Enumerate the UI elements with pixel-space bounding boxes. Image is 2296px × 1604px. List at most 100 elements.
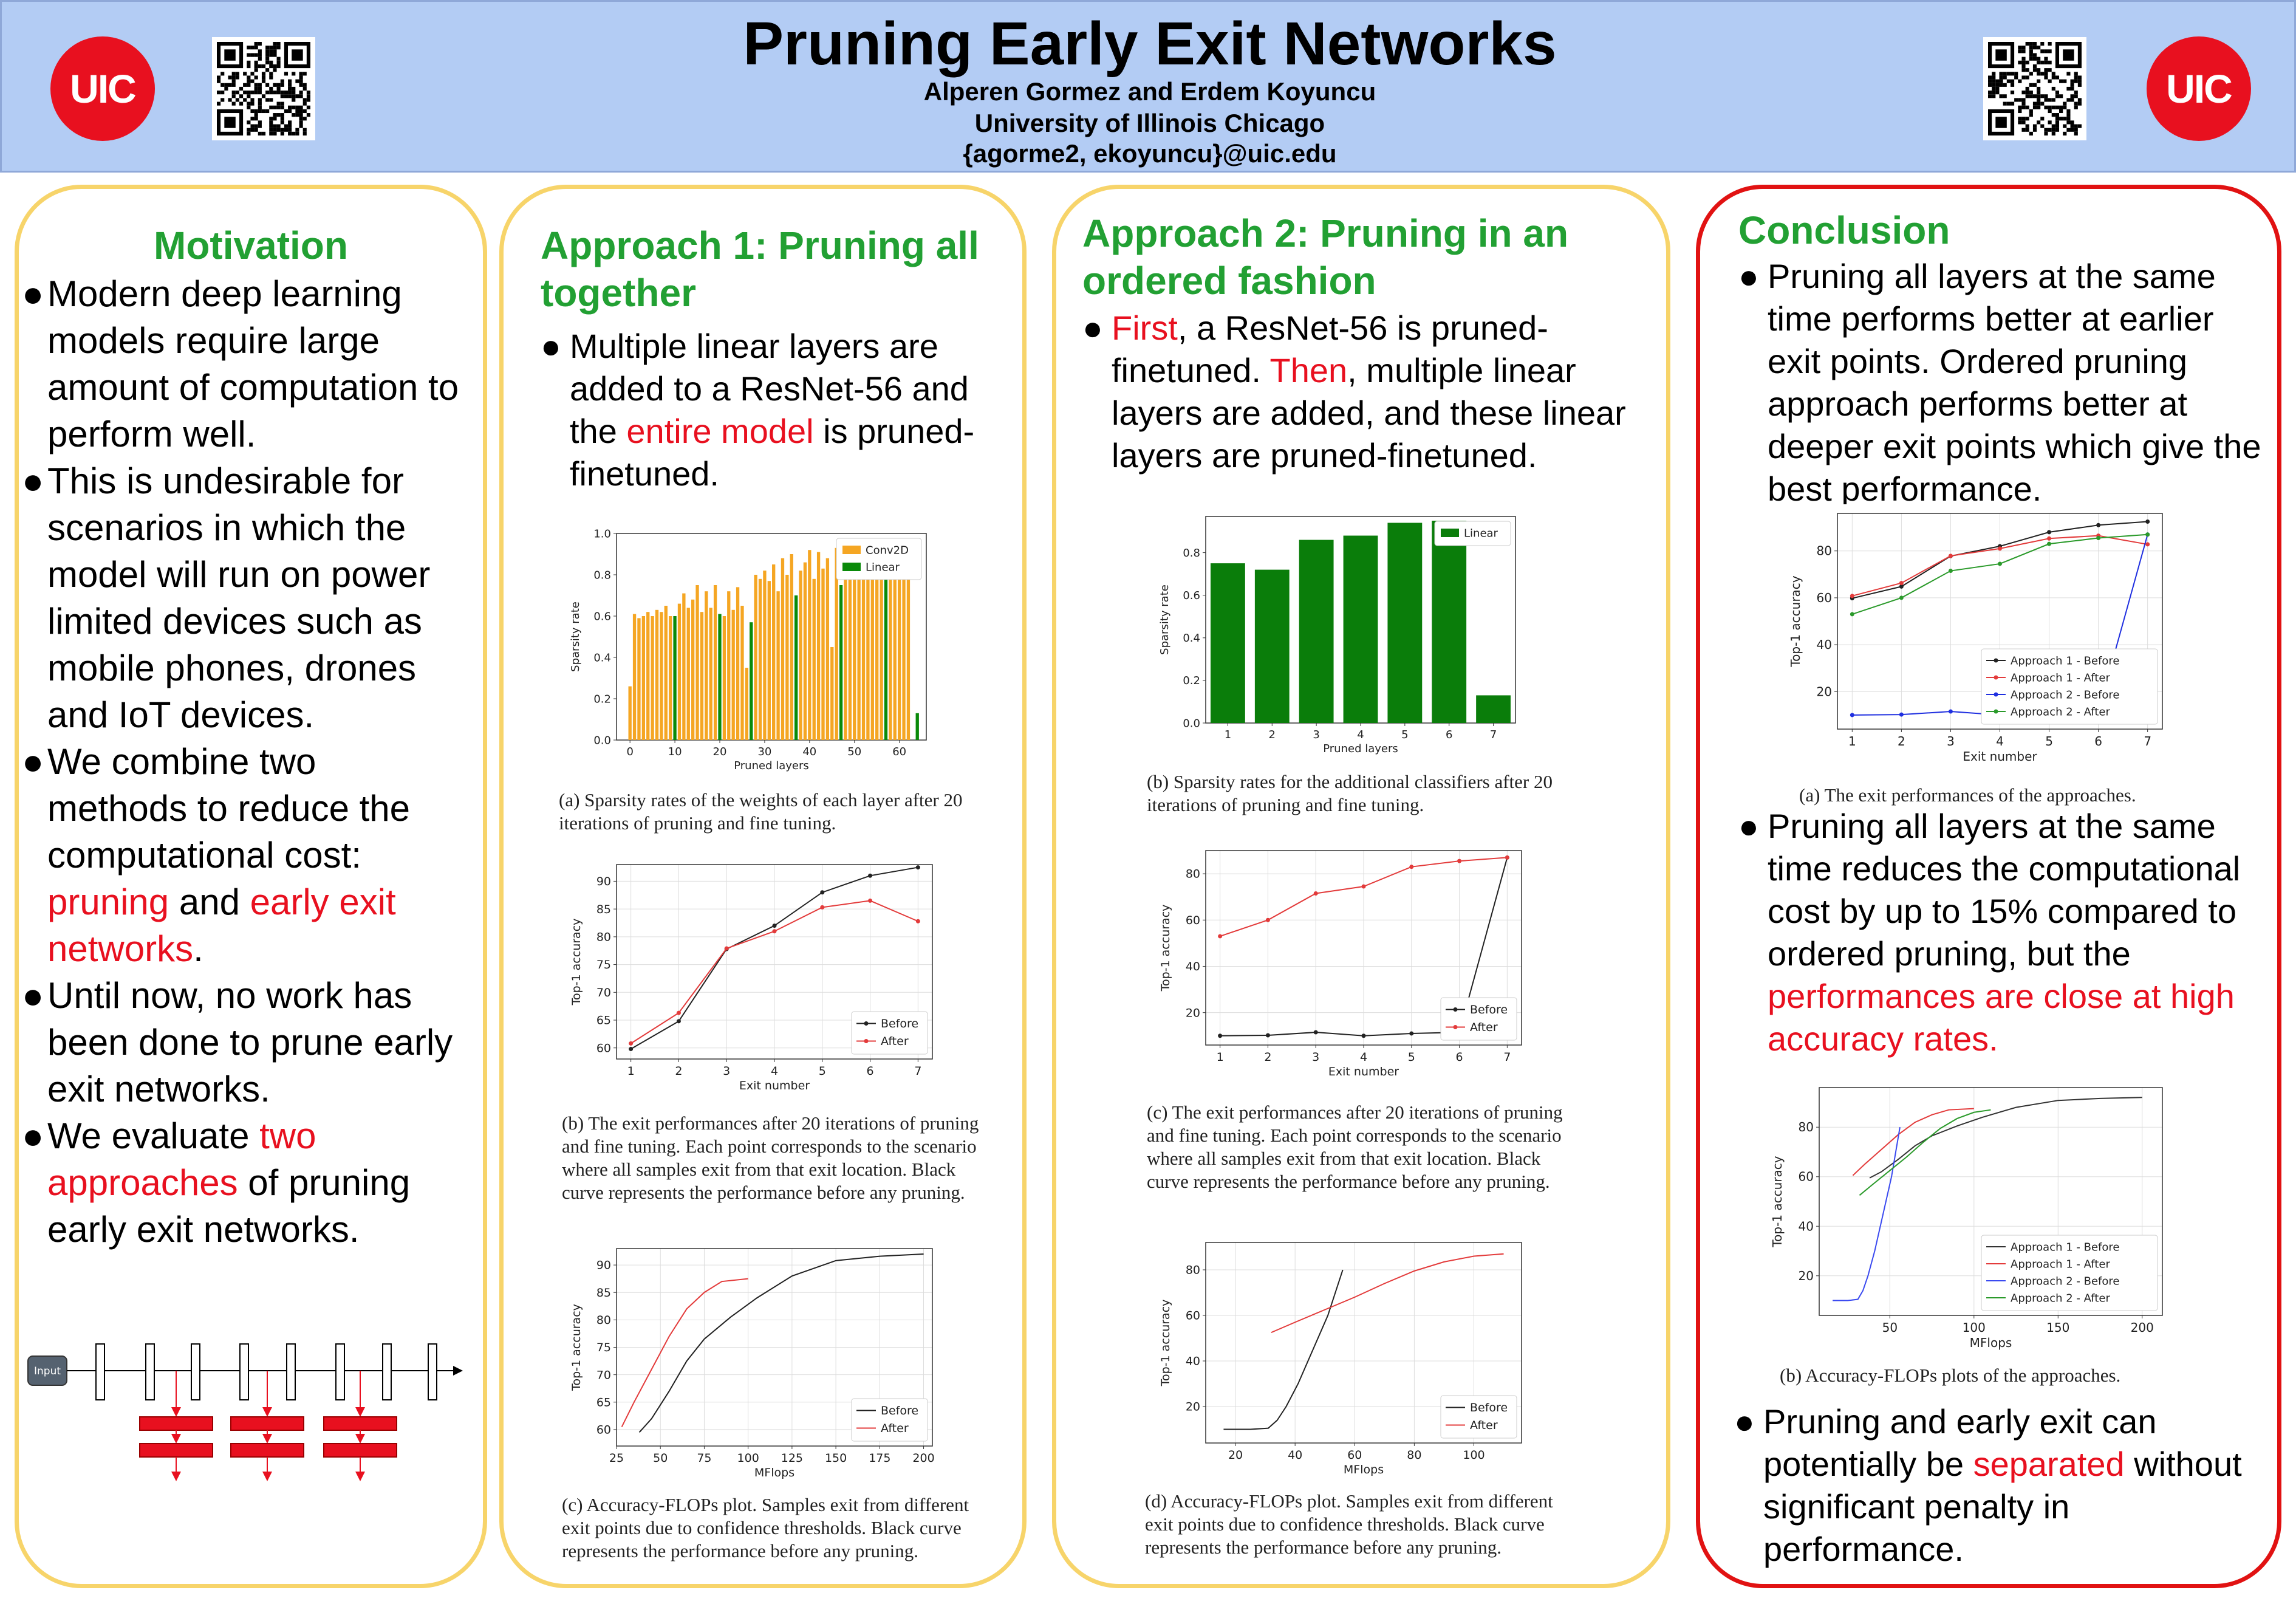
y-tick-label: 40 [1799, 1219, 1814, 1233]
qr-module [2025, 105, 2029, 109]
series-point [1948, 569, 1953, 574]
qr-module [1992, 75, 1996, 80]
x-tick-label: 4 [771, 1064, 778, 1078]
qr-module [2010, 72, 2015, 76]
series-point [1361, 1033, 1366, 1038]
qr-module [288, 109, 292, 114]
x-tick-label: 20 [713, 745, 727, 758]
qr-module [2037, 60, 2041, 64]
bar-conv2d [870, 544, 874, 740]
qr-module [1999, 83, 2003, 87]
qr-module [2066, 117, 2071, 121]
approach2-heading: Approach 2: Pruning in an ordered fashio… [1082, 211, 1569, 303]
legend-swatch [1994, 658, 1998, 663]
diagram-layer-block [95, 1343, 105, 1400]
qr-module [254, 91, 258, 95]
legend-swatch [864, 1039, 869, 1043]
legend-swatch [1453, 1025, 1458, 1029]
qr-module [276, 46, 281, 50]
x-tick-label: 4 [1360, 1050, 1367, 1064]
qr-module [250, 128, 255, 132]
x-tick-label: 4 [1357, 728, 1364, 741]
y-tick-label: 70 [596, 986, 611, 999]
legend-label: After [881, 1422, 909, 1435]
qr-module [2003, 75, 2007, 80]
qr-module [2051, 131, 2055, 135]
bar-conv2d [736, 587, 740, 740]
y-tick-label: 65 [596, 1396, 611, 1409]
series-point [772, 924, 777, 928]
series-point [1998, 561, 2002, 566]
legend-swatch [864, 1021, 869, 1026]
qr-module [2066, 98, 2071, 102]
qr-module [280, 113, 284, 117]
bar-conv2d [669, 616, 672, 740]
qr-module [2077, 124, 2082, 128]
y-tick-label: 60 [1186, 1309, 1200, 1323]
qr-module [2037, 79, 2041, 83]
qr-module [2066, 72, 2071, 76]
affiliation: University of Illinois Chicago [974, 109, 1325, 137]
qr-module [2021, 46, 2026, 50]
x-tick-label: 100 [1963, 1320, 1986, 1335]
qr-module [250, 117, 255, 121]
plot-frame [1819, 1087, 2163, 1316]
motivation-bullet-1: ● Modern deep learning models require lar… [22, 273, 459, 454]
qr-module [2032, 83, 2037, 87]
qr-module [276, 91, 281, 95]
qr-module [2070, 124, 2074, 128]
y-tick-label: 80 [596, 1314, 611, 1327]
bar-linear [718, 614, 722, 740]
qr-module [2018, 49, 2022, 53]
qr-module [2077, 101, 2082, 106]
motivation-bullet-4: ● Until now, no work has been done to pru… [22, 975, 453, 1109]
qr-module [2066, 128, 2071, 132]
bar [1476, 695, 1511, 723]
qr-module [231, 83, 236, 87]
qr-module [247, 53, 251, 57]
qr-module [2029, 94, 2033, 98]
conclusion-heading: Conclusion [1738, 208, 1950, 252]
y-tick-label: 40 [1186, 960, 1200, 973]
emails: {agorme2, ekoyuncu}@uic.edu [963, 139, 1337, 168]
series-point [1409, 1031, 1414, 1036]
series-point [1313, 891, 1318, 896]
qr-module [258, 101, 262, 106]
bar-conv2d [825, 558, 830, 740]
series-point [2047, 536, 2052, 541]
y-tick-label: 0.2 [1183, 674, 1200, 687]
qr-module [276, 86, 281, 91]
qr-code-icon [217, 42, 310, 135]
series-point [915, 919, 920, 924]
x-tick-label: 5 [819, 1064, 826, 1078]
series-point [2096, 536, 2101, 541]
series-line [638, 1253, 924, 1433]
y-tick-label: 90 [596, 875, 611, 888]
qr-module [228, 83, 232, 87]
qr-module [2044, 60, 2048, 64]
x-tick-label: 1 [1217, 1050, 1224, 1064]
qr-module [1988, 91, 1992, 95]
figure-c-flops: 20 40 60 80 50 100 150 200 MFlops Top-1 accuracy A… [1761, 1078, 2187, 1367]
qr-module [220, 83, 225, 87]
bar-conv2d [830, 647, 834, 740]
y-tick-label: 40 [1817, 637, 1832, 652]
qr-module [2032, 94, 2037, 98]
qr-module [288, 94, 292, 98]
qr-module [2040, 117, 2045, 121]
qr-module [258, 53, 262, 57]
bar-conv2d [709, 608, 712, 740]
qr-module [2048, 60, 2052, 64]
bar-conv2d [790, 554, 793, 740]
qr-module [2014, 72, 2018, 76]
qr-module [2010, 101, 2015, 106]
qr-module [258, 42, 262, 46]
bar-conv2d [821, 568, 825, 740]
bar-conv2d [695, 585, 699, 740]
qr-module [273, 83, 277, 87]
series-point [1998, 546, 2002, 551]
qr-module [2018, 120, 2022, 125]
qr-module [265, 68, 270, 72]
approach2-bullet-1: ● First, a ResNet-56 is pruned-finetuned.… [1082, 309, 1626, 475]
early-exit-diagram: Input [27, 1343, 463, 1481]
